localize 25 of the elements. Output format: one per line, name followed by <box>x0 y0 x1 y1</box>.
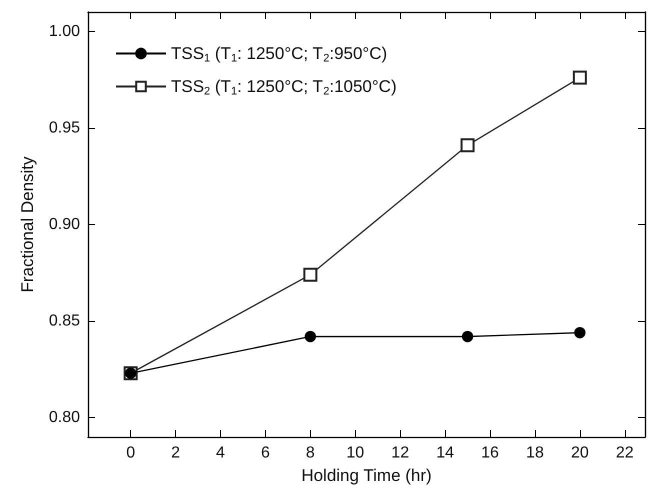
x-tick-label: 4 <box>216 444 226 462</box>
y-tick-label: 1.00 <box>48 22 80 40</box>
x-axis-title: Holding Time (hr) <box>301 466 432 485</box>
y-tick-label: 0.90 <box>48 216 80 233</box>
point <box>574 327 586 338</box>
y-tick-label: 0.80 <box>48 409 80 426</box>
x-tick-label: 18 <box>526 444 544 462</box>
y-tick-label: 0.85 <box>48 312 80 330</box>
x-tick-label: 6 <box>260 444 270 462</box>
x-tick-label: 10 <box>346 444 364 462</box>
y-tick-label: 0.95 <box>48 119 80 136</box>
x-tick-label: 2 <box>171 444 180 462</box>
x-tick-label: 22 <box>616 444 634 462</box>
y-axis-title: Fractional Density <box>18 156 37 293</box>
point <box>460 138 475 152</box>
point <box>303 268 318 282</box>
point <box>572 70 587 85</box>
x-tick-label: 20 <box>570 444 589 462</box>
x-tick-label: 12 <box>391 444 410 462</box>
point <box>304 330 316 342</box>
x-tick-label: 0 <box>126 444 136 462</box>
x-tick-label: 14 <box>436 444 454 462</box>
point <box>462 330 474 342</box>
x-tick-label: 16 <box>481 444 500 462</box>
x-tick-label: 8 <box>306 444 315 462</box>
